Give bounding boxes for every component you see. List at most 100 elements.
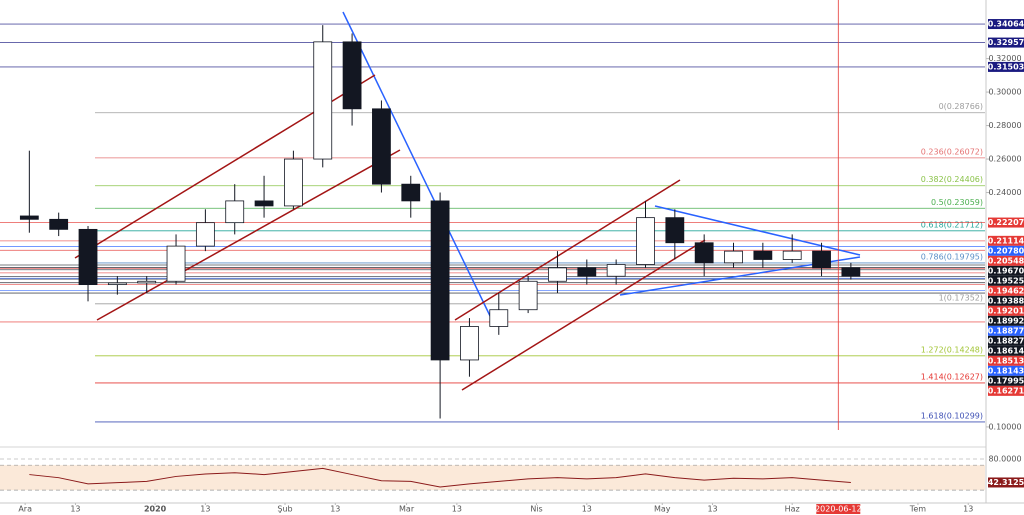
candle-body [19, 215, 39, 220]
price-label-box [988, 19, 1024, 30]
crosshair-label-box [816, 504, 861, 514]
rsi-line [29, 467, 851, 488]
crosshair-label: 2020-06-12 [815, 505, 862, 514]
y-tick-label: 0.32000 [988, 54, 1021, 63]
x-tick-label: 13 [963, 505, 973, 514]
price-label: 0.18827 [988, 336, 1024, 345]
trend-line [96, 149, 401, 321]
price-label-box [988, 275, 1024, 286]
candle-body [694, 242, 714, 264]
trend-line [454, 179, 681, 321]
trend-line [654, 205, 861, 256]
price-label-box [988, 295, 1024, 306]
y-tick-label: 0.30000 [988, 88, 1021, 97]
candle-body [782, 250, 802, 260]
candle-body [812, 250, 831, 269]
candle-body [665, 217, 685, 244]
candle-body [166, 245, 186, 282]
price-label: 0.17995 [988, 376, 1024, 385]
rsi-value-label: 42.3125 [988, 478, 1024, 487]
candle-body [49, 218, 69, 230]
x-tick-label: Haz [785, 505, 800, 514]
price-label: 0.34064 [988, 20, 1024, 29]
fib-level-label: 1.272(0.14248) [921, 345, 983, 354]
price-label-box [988, 315, 1024, 326]
x-tick-label: 13 [200, 505, 210, 514]
candle-body [313, 41, 333, 160]
candle-body [460, 326, 479, 361]
rsi-layer [0, 458, 985, 491]
candle-body [548, 267, 567, 282]
x-tick-label: 13 [330, 505, 340, 514]
x-tick-label: Tem [909, 505, 926, 514]
x-tick-label: 13 [707, 505, 717, 514]
price-label-box [988, 365, 1024, 376]
price-label: 0.19525 [988, 276, 1024, 285]
x-tick-label: 13 [452, 505, 462, 514]
fib-level-label: 0.236(0.26072) [921, 147, 983, 156]
price-label: 0.19201 [988, 306, 1024, 315]
trend-lines [74, 11, 861, 391]
price-label-box [988, 265, 1024, 276]
rsi-band [0, 465, 985, 491]
price-label-box [988, 61, 1024, 72]
x-tick-label: May [654, 505, 671, 514]
price-label-box [988, 385, 1024, 396]
trend-line [461, 239, 706, 391]
price-label: 0.20780 [988, 246, 1024, 255]
x-tick-label: 13 [582, 505, 592, 514]
y-tick-label: 0.10000 [988, 422, 1021, 431]
y-tick-label: 0.24000 [988, 188, 1021, 197]
price-label: 0.21114 [988, 236, 1024, 245]
price-label-box [988, 375, 1024, 386]
candle-body [753, 250, 773, 260]
candle-body [489, 309, 509, 327]
candle-body [430, 200, 450, 361]
candle-body [195, 222, 215, 247]
price-label: 0.20548 [988, 256, 1024, 265]
candle-body [225, 200, 245, 224]
candle-body [606, 264, 626, 277]
candle-body [401, 183, 421, 202]
candle-body [841, 267, 861, 277]
candles-layer [19, 0, 861, 430]
y-tick-label: 0.28000 [988, 121, 1021, 130]
candle-body [78, 228, 98, 286]
trend-line [342, 11, 493, 321]
price-label-box [988, 335, 1024, 346]
fib-level-label: 1(0.17352) [939, 293, 983, 302]
price-label-box [988, 37, 1024, 48]
price-label: 0.18877 [988, 326, 1024, 335]
axis-layer: 0.32000 0.30000 0.28000 0.26000 0.24000 0.100… [18, 19, 1024, 514]
price-label: 0.18143 [988, 366, 1024, 375]
price-label: 0.32957 [988, 38, 1024, 47]
price-label: 0.18513 [988, 356, 1024, 365]
rsi-value-box [988, 477, 1024, 488]
price-label-box [988, 285, 1024, 296]
price-label: 0.16271 [988, 386, 1024, 395]
fib-level-label: 0.618(0.21712) [921, 220, 983, 229]
fib-level-label: 0.5(0.23059) [931, 198, 983, 207]
price-label-box [988, 325, 1024, 336]
candle-body [137, 280, 157, 284]
price-label-box [988, 217, 1024, 228]
price-label: 0.18614 [988, 346, 1024, 355]
price-label: 0.22207 [988, 218, 1024, 227]
price-label-box [988, 305, 1024, 316]
x-tick-label: Nis [530, 505, 542, 514]
x-tick-label: 2020 [144, 505, 167, 514]
x-tick-label: 13 [70, 505, 80, 514]
candle-body [254, 200, 274, 207]
candle-body [107, 282, 127, 286]
price-label-box [988, 345, 1024, 356]
candle-body [724, 250, 743, 264]
fib-level-label: 1.414(0.12627) [921, 372, 983, 381]
candle-body [636, 217, 655, 265]
candle-body [518, 280, 538, 311]
y-tick-label: 0.26000 [988, 155, 1021, 164]
candle-body [342, 41, 362, 110]
price-label: 0.18992 [988, 316, 1024, 325]
fib-level-label: 0.382(0.24406) [921, 175, 983, 184]
